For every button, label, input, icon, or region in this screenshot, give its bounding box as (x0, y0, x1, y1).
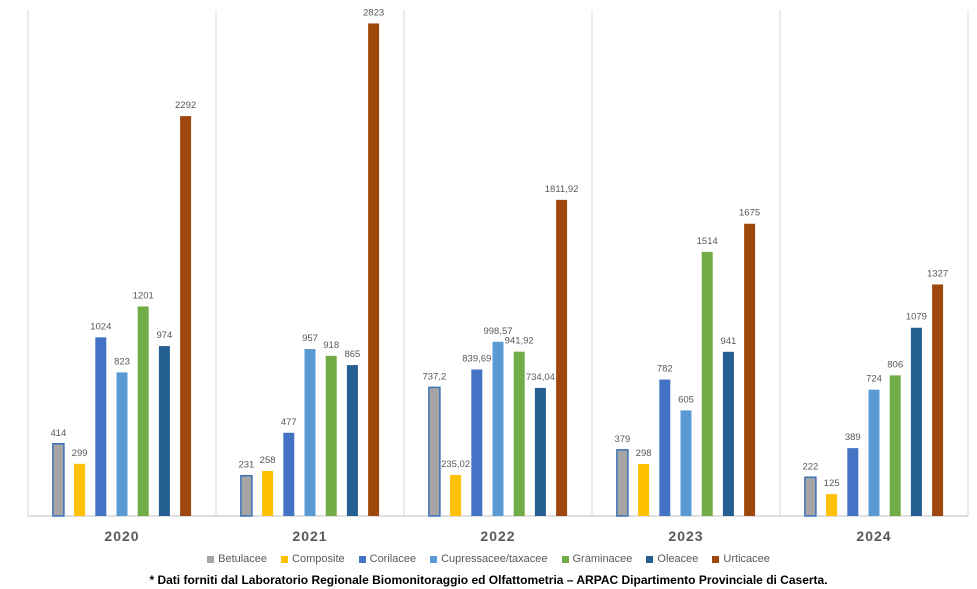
data-label: 298 (636, 448, 652, 459)
bar-corilacee-2023 (659, 379, 671, 516)
legend-item: Betulacee (207, 553, 267, 565)
data-label: 839,69 (462, 353, 491, 364)
data-label: 1201 (133, 290, 154, 301)
data-label: 1327 (927, 268, 948, 279)
data-label: 389 (845, 432, 861, 443)
data-label: 1811,92 (545, 184, 579, 195)
legend-label: Betulacee (218, 553, 268, 565)
data-label: 806 (887, 359, 903, 370)
legend-swatch (646, 555, 654, 563)
legend-swatch (207, 555, 215, 563)
bar-graminacee-2020 (137, 306, 149, 516)
data-label: 823 (114, 356, 130, 367)
bar-urticacee-2024 (932, 284, 944, 516)
data-label: 299 (72, 448, 88, 459)
legend-label: Urticacee (723, 553, 770, 565)
data-label: 222 (802, 461, 818, 472)
data-label: 125 (824, 478, 840, 489)
bar-oleacee-2020 (158, 346, 170, 516)
bar-oleacee-2022 (534, 387, 546, 516)
bar-oleacee-2021 (346, 365, 358, 516)
bar-composite-2023 (638, 464, 650, 516)
bar-urticacee-2022 (556, 199, 568, 516)
data-label: 782 (657, 364, 673, 375)
legend-item: Corilacee (358, 553, 417, 565)
legend-label: Cupressacee/taxacee (441, 553, 548, 565)
legend-swatch (561, 555, 569, 563)
bar-cupressacee-taxacee-2023 (680, 410, 692, 516)
chart-legend: Betulacee Composite Corilacee Cupressacee/t… (0, 553, 977, 565)
data-label: 235,02 (441, 459, 470, 470)
bar-oleacee-2024 (910, 327, 922, 516)
bar-betulacee-2022 (428, 386, 441, 517)
bar-urticacee-2021 (368, 23, 380, 516)
x-tick-label: 2023 (668, 528, 703, 544)
data-label: 1514 (697, 236, 718, 247)
data-label: 379 (614, 434, 630, 445)
data-label: 941 (720, 336, 736, 347)
legend-swatch (358, 555, 366, 563)
bar-urticacee-2020 (180, 116, 192, 517)
bar-graminacee-2022 (513, 351, 525, 516)
bar-cupressacee-taxacee-2021 (304, 349, 316, 516)
legend-item: Graminacee (561, 553, 633, 565)
legend-swatch (712, 555, 720, 563)
data-label: 941,92 (505, 336, 534, 347)
bar-oleacee-2023 (722, 351, 734, 516)
legend-item: Oleacee (646, 553, 698, 565)
data-label: 1675 (739, 208, 760, 219)
legend-item: Urticacee (712, 553, 770, 565)
legend-item: Cupressacee/taxacee (430, 553, 548, 565)
x-tick-label: 2022 (480, 528, 515, 544)
data-label: 231 (238, 460, 254, 471)
bar-urticacee-2023 (744, 223, 756, 516)
data-label: 605 (678, 394, 694, 405)
x-tick-label: 2024 (856, 528, 891, 544)
bar-corilacee-2022 (471, 369, 483, 516)
bar-betulacee-2023 (616, 449, 629, 517)
x-tick-label: 2021 (292, 528, 327, 544)
data-label: 974 (156, 330, 172, 341)
legend-label: Graminacee (572, 553, 633, 565)
bar-corilacee-2024 (847, 448, 859, 516)
legend-swatch (430, 555, 438, 563)
bar-composite-2021 (262, 470, 274, 516)
bar-betulacee-2020 (52, 443, 65, 517)
data-label: 734,04 (526, 372, 555, 383)
bar-graminacee-2023 (701, 251, 713, 516)
bar-graminacee-2024 (889, 375, 901, 516)
data-label: 2292 (175, 100, 196, 111)
data-label: 957 (302, 333, 318, 344)
bar-cupressacee-taxacee-2020 (116, 372, 128, 516)
data-label: 258 (260, 455, 276, 466)
data-label: 724 (866, 374, 882, 385)
footnote: * Dati forniti dal Laboratorio Regionale… (149, 573, 828, 587)
data-label: 1079 (906, 312, 927, 323)
data-label: 2823 (363, 7, 384, 18)
bar-corilacee-2021 (283, 432, 295, 516)
bar-cupressacee-taxacee-2022 (492, 341, 504, 516)
legend-item: Composite (281, 553, 345, 565)
legend-label: Oleacee (657, 553, 699, 565)
data-label: 1024 (90, 321, 111, 332)
bar-composite-2020 (74, 463, 86, 516)
data-label: 477 (281, 417, 297, 428)
legend-label: Corilacee (369, 553, 417, 565)
data-label: 414 (50, 428, 66, 439)
bar-graminacee-2021 (325, 355, 337, 516)
data-label: 737,2 (423, 371, 447, 382)
bar-betulacee-2021 (240, 474, 253, 517)
data-label: 865 (344, 349, 360, 360)
data-label: 998,57 (483, 326, 512, 337)
data-label: 918 (323, 340, 339, 351)
legend-label: Composite (292, 553, 345, 565)
bar-chart: 414 299 1024 823 1201 974 2292 2020 231 258 477 957… (27, 7, 969, 544)
bar-betulacee-2024 (804, 476, 817, 517)
bar-composite-2024 (826, 494, 838, 516)
bar-composite-2022 (450, 474, 462, 516)
x-tick-label: 2020 (104, 528, 139, 544)
bar-cupressacee-taxacee-2024 (868, 389, 880, 516)
legend-swatch (281, 555, 289, 563)
bar-corilacee-2020 (95, 337, 107, 516)
